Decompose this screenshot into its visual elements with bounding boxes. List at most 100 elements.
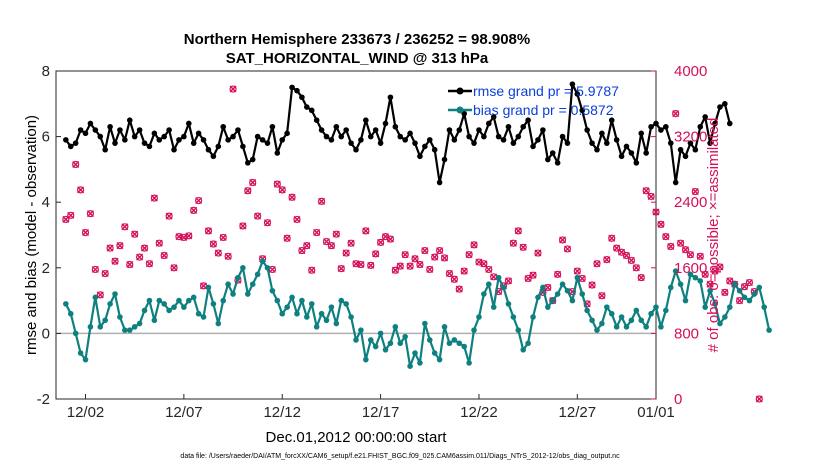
obs-possible-point (603, 256, 611, 264)
obs-possible-point (426, 265, 434, 274)
obs-assimilated-point (588, 281, 596, 289)
rmse-point (122, 137, 128, 143)
obs-assimilated-point (357, 261, 365, 269)
obs-assimilated-point (559, 236, 567, 244)
obs-possible-point (283, 234, 291, 242)
rmse-point (308, 107, 315, 114)
obs-assimilated-point (293, 215, 301, 223)
obs-possible-point (509, 239, 517, 247)
obs-assimilated-point (504, 277, 512, 285)
bias-point (240, 265, 246, 271)
obs-possible-point (721, 288, 729, 296)
obs-assimilated-point (706, 280, 714, 288)
obs-possible-point (716, 263, 724, 271)
rmse-point (82, 130, 89, 137)
obs-assimilated-point (82, 229, 90, 237)
obs-possible-point (190, 206, 198, 214)
x-axis-label: Dec.01,2012 00:00:00 start (266, 429, 448, 446)
obs-assimilated-point (450, 275, 458, 283)
obs-possible-point (357, 260, 365, 269)
bias-point (722, 314, 728, 320)
obs-possible-point (165, 212, 173, 220)
bias-point (92, 294, 99, 301)
rmse-point (579, 107, 586, 114)
bias-point (466, 360, 472, 366)
obs-assimilated-point (116, 242, 124, 250)
bias-point (343, 301, 349, 307)
bias-point (485, 281, 492, 288)
y-tick-label: 4 (42, 194, 50, 211)
obs-assimilated-point (126, 261, 134, 269)
obs-assimilated-point (244, 187, 252, 195)
obs-assimilated-point (288, 193, 296, 201)
obs-assimilated-point (745, 279, 753, 287)
chart-title: Northern Hemisphere 233673 / 236252 = 98… (184, 31, 530, 48)
bias-point (726, 304, 733, 310)
bias-point (382, 347, 389, 353)
bias-point (131, 324, 138, 330)
obs-possible-point (322, 237, 331, 246)
bias-point (515, 327, 522, 333)
obs-assimilated-point (470, 241, 478, 249)
bias-point (299, 297, 305, 304)
obs-possible-point (726, 277, 734, 285)
obs-possible-point (160, 251, 168, 260)
bias-point (751, 291, 758, 297)
obs-assimilated-point (160, 252, 168, 259)
rmse-point (613, 137, 620, 143)
rmse-point (112, 140, 118, 146)
obs-possible-point (465, 251, 473, 259)
bias-point (608, 310, 615, 317)
y2-tick-label: 800 (674, 325, 699, 342)
rmse-point (126, 117, 133, 123)
obs-possible-point (681, 246, 690, 254)
bias-point (431, 350, 438, 356)
bias-point (579, 291, 586, 297)
rmse-point (230, 133, 236, 140)
plot-area (55, 70, 772, 403)
obs-assimilated-point (318, 197, 326, 205)
obs-assimilated-point (431, 253, 439, 261)
rmse-point (722, 101, 728, 107)
rmse-point (176, 137, 182, 143)
bias-point (613, 324, 620, 330)
obs-possible-point (514, 227, 522, 235)
obs-assimilated-point (652, 208, 660, 216)
bias-point (77, 350, 84, 356)
y-tick-label: 6 (42, 129, 50, 146)
rmse-point (392, 123, 399, 130)
y-tick-label: -2 (37, 391, 50, 408)
obs-possible-point (598, 292, 606, 300)
obs-assimilated-point (519, 243, 527, 251)
obs-assimilated-point (662, 233, 670, 241)
obs-possible-point (470, 241, 478, 249)
rmse-point (235, 127, 241, 133)
rmse-point (304, 104, 310, 110)
obs-assimilated-point (421, 247, 429, 255)
bias-point (451, 337, 458, 343)
obs-assimilated-point (101, 270, 109, 278)
obs-assimilated-point (121, 223, 129, 231)
obs-assimilated-point (485, 265, 493, 273)
rmse-point (343, 127, 349, 133)
obs-assimilated-point (755, 395, 763, 403)
obs-possible-point (67, 211, 75, 219)
obs-possible-point (244, 187, 252, 195)
rmse-point (156, 137, 163, 143)
legend-bias-marker (456, 106, 464, 114)
bias-point (392, 324, 399, 330)
rmse-point (328, 137, 335, 143)
rmse-point (131, 133, 138, 140)
obs-assimilated-point (332, 230, 340, 238)
obs-assimilated-point (573, 267, 581, 275)
obs-assimilated-point (721, 288, 729, 296)
rmse-point (249, 156, 256, 163)
bias-point (397, 340, 404, 347)
rmse-point (633, 160, 640, 166)
rmse-series (63, 81, 733, 186)
obs-assimilated-point (465, 251, 473, 259)
bias-point (308, 301, 315, 307)
rmse-point (274, 150, 281, 156)
rmse-point (574, 91, 581, 97)
obs-possible-point (155, 239, 163, 247)
